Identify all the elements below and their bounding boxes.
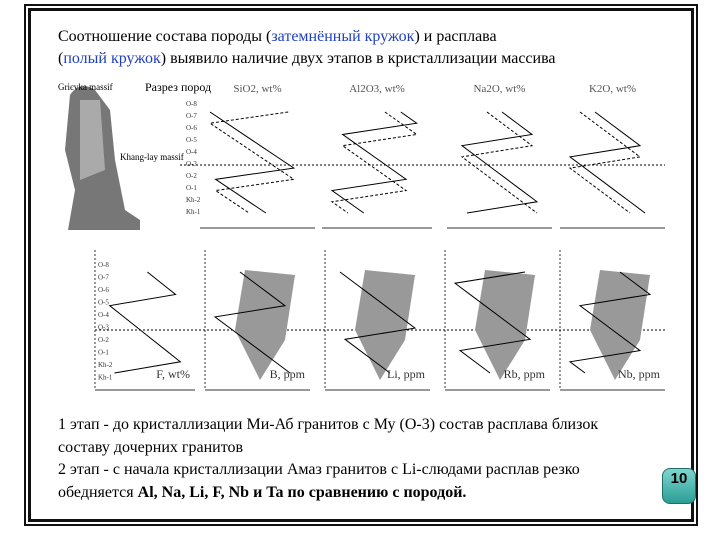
- profile-line: [568, 271, 652, 374]
- profile-line: [208, 111, 296, 214]
- sample-label: O-7: [186, 112, 197, 120]
- heading-text: ) выявило наличие двух этапов в кристалл…: [160, 50, 556, 67]
- panel-title: Rb, ppm: [504, 367, 546, 381]
- sample-labels: O-8 O-8 O-7 O-7 O-6 O-6 O-5 O-5 O-4 O-4 O-3 O-3 O-2 O…: [98, 100, 201, 382]
- sample-label: O-1: [186, 184, 197, 192]
- sample-label: O-7: [98, 274, 109, 282]
- range-band: [475, 270, 535, 380]
- sample-label: O-2: [186, 172, 197, 180]
- sample-label: O-5: [98, 299, 109, 307]
- profile-line: [460, 111, 539, 214]
- sample-label: Kh-2: [98, 361, 113, 369]
- profile-line: [460, 111, 538, 214]
- range-band: [355, 270, 415, 380]
- profile-line: [330, 111, 419, 214]
- profile-line: [209, 111, 296, 214]
- profile-line: [568, 111, 646, 214]
- paragraph: 2 этап - с начала кристаллизации Амаз гр…: [58, 459, 638, 504]
- sample-label: Kh-1: [186, 208, 201, 216]
- body-text: 1 этап - до кристаллизации Ми-Аб гранито…: [58, 414, 638, 504]
- map-label: Griєvka massif: [58, 82, 113, 92]
- bottom-panels: F, wt% B, ppm Li, ppm Rb, ppm Nb, ppm: [94, 250, 665, 391]
- panel-title: K2O, wt%: [589, 83, 636, 95]
- range-band: [235, 270, 295, 380]
- sample-label: Kh-1: [98, 374, 113, 382]
- range-band: [590, 270, 650, 380]
- sample-label: O-6: [98, 286, 109, 294]
- panel-title: B, ppm: [270, 367, 306, 381]
- heading-text: Соотношение состава породы (: [58, 28, 272, 45]
- profile-line: [453, 271, 532, 374]
- paragraph: 1 этап - до кристаллизации Ми-Аб гранито…: [58, 416, 599, 456]
- panel-title: Na2O, wt%: [474, 83, 526, 95]
- sample-label: O-1: [98, 349, 109, 357]
- sample-label: O-5: [186, 136, 197, 144]
- paragraph-text: 2 этап - с начала кристаллизации Амаз гр…: [58, 461, 580, 501]
- heading-text: ) и расплава: [414, 28, 497, 45]
- profile-line: [339, 271, 417, 374]
- slide-frame: [28, 8, 694, 522]
- sample-label: O-4: [98, 311, 109, 319]
- sample-label: O-8: [186, 100, 197, 108]
- panel-title: Nb, ppm: [618, 367, 661, 381]
- panel-title: F, wt%: [156, 367, 190, 381]
- profile-line: [213, 271, 291, 374]
- sample-label: O-2: [98, 336, 109, 344]
- map-label: Khang-lay massif: [120, 152, 184, 162]
- sample-label: Kh-2: [186, 196, 201, 204]
- map-shape: [80, 100, 105, 180]
- profile-line: [330, 111, 419, 214]
- page-number: 10: [662, 468, 696, 504]
- heading-text: (: [58, 50, 64, 67]
- profile-line: [108, 271, 182, 374]
- top-panels: SiO2, wt% Al2O3, wt% Na2O, wt% K2O, wt%: [200, 83, 665, 229]
- sample-label: O-6: [186, 124, 197, 132]
- sample-label: O-3: [98, 324, 109, 332]
- sample-label: O-4: [186, 148, 197, 156]
- panel-title: Al2O3, wt%: [349, 83, 405, 95]
- heading-highlight: полый кружок: [63, 50, 161, 67]
- panel-title: SiO2, wt%: [233, 83, 281, 95]
- sample-label: O-8: [98, 261, 109, 269]
- panel-title: Li, ppm: [387, 367, 426, 381]
- profile-line: [568, 111, 642, 214]
- heading-highlight: затемнённый кружок: [271, 28, 415, 45]
- section-label: Разрез пород: [145, 80, 211, 94]
- sample-label: O-3: [186, 160, 197, 168]
- paragraph-bold: Al, Na, Li, F, Nb и Ta по сравнению с по…: [137, 483, 467, 501]
- heading: Соотношение состава породы (затемнённый …: [58, 26, 658, 70]
